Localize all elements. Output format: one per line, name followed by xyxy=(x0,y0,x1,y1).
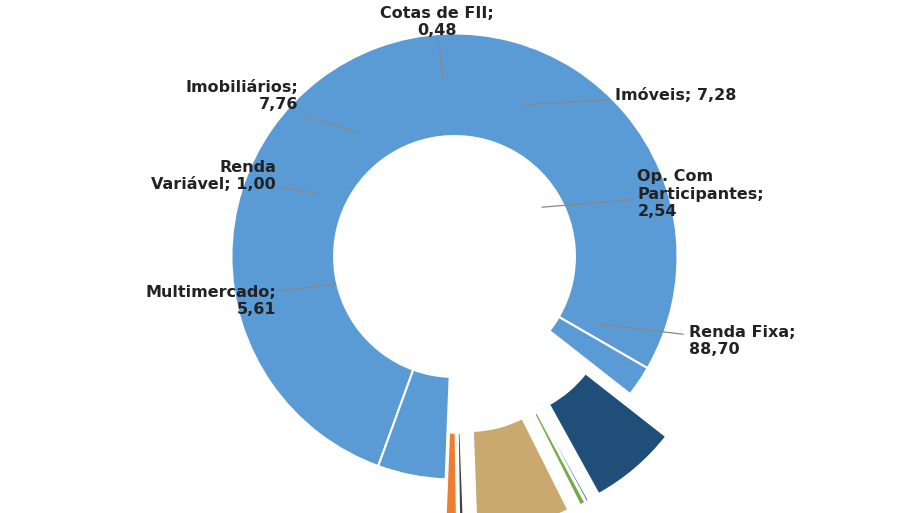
Text: Imóveis; 7,28: Imóveis; 7,28 xyxy=(524,88,736,105)
Wedge shape xyxy=(538,411,589,502)
Text: Renda
Variável; 1,00: Renda Variável; 1,00 xyxy=(151,160,318,193)
Wedge shape xyxy=(549,317,647,394)
Wedge shape xyxy=(473,418,568,513)
Text: Renda Fixa;
88,70: Renda Fixa; 88,70 xyxy=(595,324,795,358)
Wedge shape xyxy=(378,370,450,479)
Text: Op. Com
Participantes;
2,54: Op. Com Participantes; 2,54 xyxy=(542,169,764,219)
Text: Imobiliários;
7,76: Imobiliários; 7,76 xyxy=(185,80,358,133)
Wedge shape xyxy=(534,412,585,505)
Wedge shape xyxy=(232,33,677,466)
Wedge shape xyxy=(445,432,457,513)
Text: Multimercado;
5,61: Multimercado; 5,61 xyxy=(145,284,335,318)
Wedge shape xyxy=(458,432,464,513)
Wedge shape xyxy=(549,373,666,494)
Text: Cotas de FII;
0,48: Cotas de FII; 0,48 xyxy=(380,6,494,80)
